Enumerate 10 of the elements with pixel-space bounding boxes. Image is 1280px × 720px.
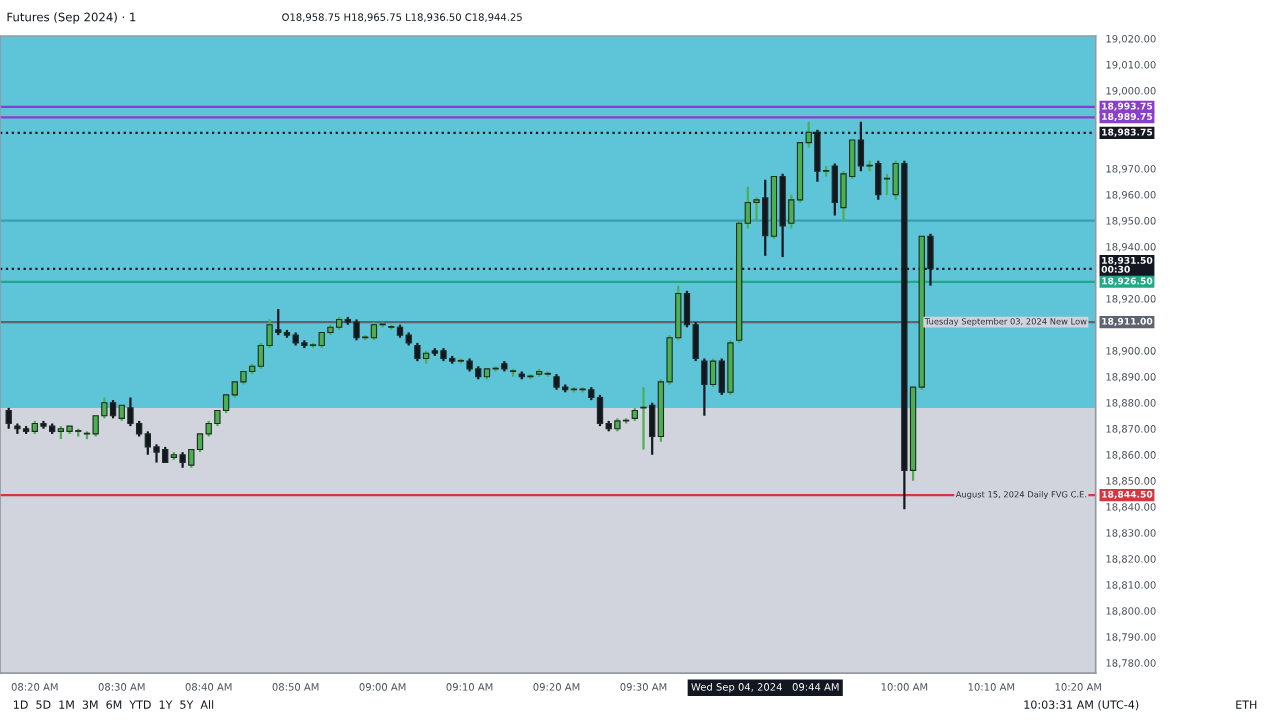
candlestick [109, 399, 117, 420]
candlestick [709, 357, 717, 389]
candlestick [596, 393, 604, 428]
candlestick [857, 120, 865, 173]
candlestick [5, 406, 12, 430]
candlestick [414, 341, 421, 363]
candlestick [353, 318, 360, 342]
candlestick [370, 320, 378, 342]
candlestick [640, 386, 647, 451]
candlestick [701, 357, 708, 417]
